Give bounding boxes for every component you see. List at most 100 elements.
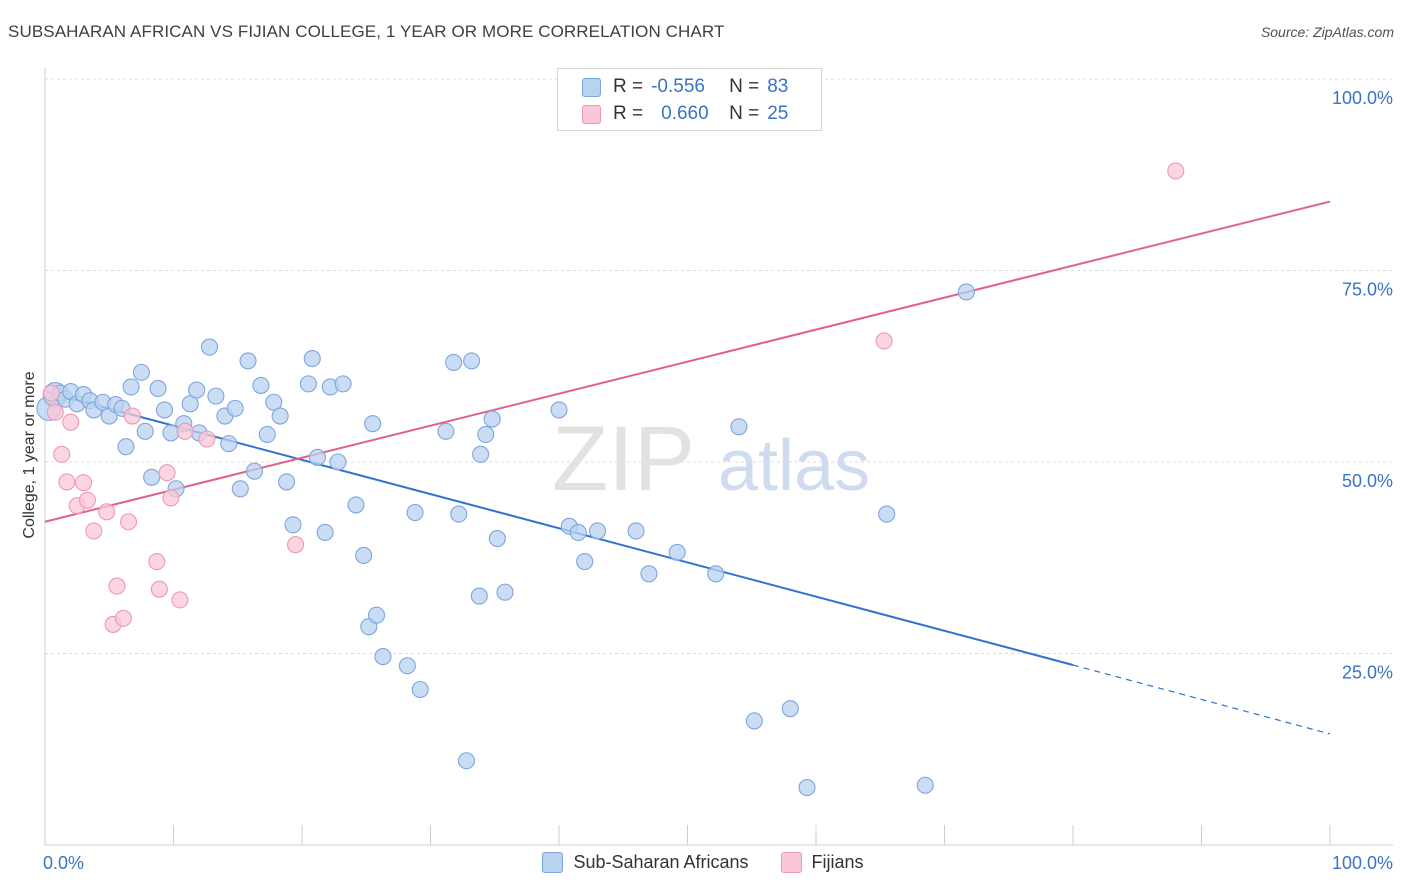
subsaharan-point [707, 565, 725, 583]
subsaharan-point [284, 516, 302, 534]
stats-row-subsaharan: R = -0.556 N = 83 [582, 75, 788, 99]
subsaharan-swatch [582, 77, 601, 97]
subsaharan-point [477, 425, 495, 443]
subsaharan-point [450, 505, 468, 523]
subsaharan-point [550, 401, 568, 419]
subsaharan-trend-extension [1072, 664, 1331, 735]
subsaharan-point [445, 353, 463, 371]
fijian-point [171, 591, 189, 609]
fijian-point [162, 489, 180, 507]
data-points [36, 162, 1185, 797]
fijian-point [158, 464, 176, 482]
subsaharan-point [188, 381, 206, 399]
subsaharan-point [364, 415, 382, 433]
subsaharan-point [745, 712, 763, 730]
subsaharan-point [483, 410, 501, 428]
axes [44, 68, 1393, 846]
subsaharan-point [957, 283, 975, 301]
fijian-point [198, 430, 216, 448]
chart-title: SUBSAHARAN AFRICAN VS FIJIAN COLLEGE, 1 … [8, 22, 725, 41]
subsaharan-point [463, 352, 481, 370]
subsaharan-point [576, 553, 594, 571]
subsaharan-point [406, 504, 424, 522]
fijian-point [287, 536, 305, 554]
legend-label: Sub-Saharan Africans [573, 852, 749, 872]
fijian-point [75, 474, 93, 492]
y-tick-label: 50.0% [1342, 471, 1393, 491]
fijian-point [123, 407, 141, 425]
x-tick-label: 100.0% [1332, 853, 1393, 873]
fijian-point [148, 553, 166, 571]
subsaharan-point [308, 448, 326, 466]
subsaharan-point [334, 375, 352, 393]
subsaharan-point [398, 657, 416, 675]
subsaharan-point [226, 399, 244, 417]
fijian-point [176, 422, 194, 440]
source-credit: Source: ZipAtlas.com [1260, 24, 1394, 40]
r-value: 0.660 [661, 103, 709, 124]
fijian-point [98, 503, 116, 521]
subsaharan-point [200, 338, 219, 356]
r-label: R = [613, 103, 644, 124]
legend-label: Fijians [811, 852, 864, 872]
subsaharan-point [878, 505, 896, 523]
subsaharan-point [136, 422, 154, 440]
subsaharan-point [181, 395, 199, 413]
subsaharan-point [252, 376, 270, 394]
n-value: 25 [767, 103, 789, 124]
r-label: R = [613, 76, 644, 97]
subsaharan-point [245, 462, 264, 480]
fijian-point [58, 473, 76, 491]
y-axis-title: College, 1 year or more [21, 371, 38, 538]
subsaharan-point [329, 453, 347, 471]
stats-legend: R = -0.556 N = 83 R = 0.660 N = 25 [557, 68, 822, 131]
subsaharan-point [730, 418, 748, 436]
subsaharan-point [588, 522, 607, 540]
subsaharan-point [132, 363, 150, 381]
series-legend: Sub-Saharan Africans Fijians [0, 852, 1406, 873]
subsaharan-point [220, 435, 238, 453]
subsaharan-point [457, 752, 476, 770]
axis-ticks [44, 825, 1331, 845]
x-tick-label: 0.0% [43, 853, 84, 873]
n-label: N = [729, 76, 760, 97]
axis-labels: 100.0% 75.0% 50.0% 25.0% 0.0% 100.0% College, … [21, 88, 1393, 873]
fijian-point [62, 413, 80, 431]
subsaharan-point [781, 700, 799, 718]
fijian-point [85, 522, 103, 540]
fijian-point [78, 491, 96, 509]
legend-item-subsaharan[interactable]: Sub-Saharan Africans [542, 852, 749, 873]
subsaharan-point [271, 407, 289, 425]
subsaharan-point [367, 606, 386, 624]
fijian-swatch [780, 852, 802, 873]
subsaharan-point [496, 583, 514, 601]
subsaharan-point [640, 565, 658, 583]
subsaharan-point [149, 379, 167, 398]
subsaharan-point [299, 375, 317, 393]
r-value: -0.556 [651, 76, 705, 97]
subsaharan-point [155, 401, 174, 419]
subsaharan-point [265, 393, 283, 411]
subsaharan-point [258, 425, 276, 443]
fijian-point [53, 445, 71, 463]
subsaharan-point [303, 350, 321, 368]
subsaharan-point [668, 543, 686, 561]
fijian-point [1167, 162, 1185, 180]
subsaharan-point [278, 473, 296, 491]
fijian-point [42, 384, 60, 402]
fijian-point [875, 332, 893, 350]
stats-row-fijian: R = 0.660 N = 25 [582, 102, 788, 126]
subsaharan-point [143, 468, 161, 486]
fijian-point [46, 403, 64, 421]
n-label: N = [729, 103, 760, 124]
fijian-point [150, 580, 168, 598]
legend-item-fijian[interactable]: Fijians [780, 852, 864, 873]
subsaharan-point [627, 522, 645, 540]
subsaharan-point [207, 387, 225, 405]
fijian-point [108, 577, 126, 595]
subsaharan-point [239, 352, 257, 370]
subsaharan-point [411, 680, 429, 699]
subsaharan-point [374, 648, 392, 666]
y-tick-label: 100.0% [1332, 88, 1393, 108]
watermark: ZIP atlas [552, 408, 870, 510]
